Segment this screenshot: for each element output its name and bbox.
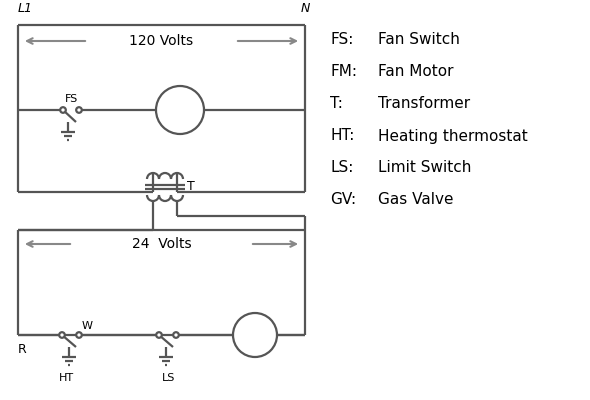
Text: W: W bbox=[82, 321, 93, 331]
Text: Limit Switch: Limit Switch bbox=[378, 160, 471, 176]
Circle shape bbox=[173, 332, 179, 338]
Circle shape bbox=[76, 332, 82, 338]
Text: HT:: HT: bbox=[330, 128, 355, 144]
Text: FM: FM bbox=[170, 103, 190, 117]
Text: FS: FS bbox=[64, 94, 78, 104]
Circle shape bbox=[60, 107, 66, 113]
Circle shape bbox=[233, 313, 277, 357]
Text: Fan Switch: Fan Switch bbox=[378, 32, 460, 48]
Text: L1: L1 bbox=[18, 2, 33, 15]
Text: FM:: FM: bbox=[330, 64, 357, 80]
Circle shape bbox=[59, 332, 65, 338]
Text: 120 Volts: 120 Volts bbox=[129, 34, 194, 48]
Text: T: T bbox=[187, 180, 195, 194]
Circle shape bbox=[156, 86, 204, 134]
Text: N: N bbox=[300, 2, 310, 15]
Text: 24  Volts: 24 Volts bbox=[132, 237, 191, 251]
Text: LS:: LS: bbox=[330, 160, 353, 176]
Circle shape bbox=[76, 107, 82, 113]
Text: GV: GV bbox=[246, 328, 264, 342]
Text: R: R bbox=[18, 343, 27, 356]
Text: Heating thermostat: Heating thermostat bbox=[378, 128, 527, 144]
Text: HT: HT bbox=[58, 373, 74, 383]
Text: LS: LS bbox=[162, 373, 176, 383]
Text: GV:: GV: bbox=[330, 192, 356, 208]
Text: Fan Motor: Fan Motor bbox=[378, 64, 454, 80]
Circle shape bbox=[156, 332, 162, 338]
Text: T:: T: bbox=[330, 96, 343, 112]
Text: Transformer: Transformer bbox=[378, 96, 470, 112]
Text: FS:: FS: bbox=[330, 32, 353, 48]
Text: Gas Valve: Gas Valve bbox=[378, 192, 454, 208]
